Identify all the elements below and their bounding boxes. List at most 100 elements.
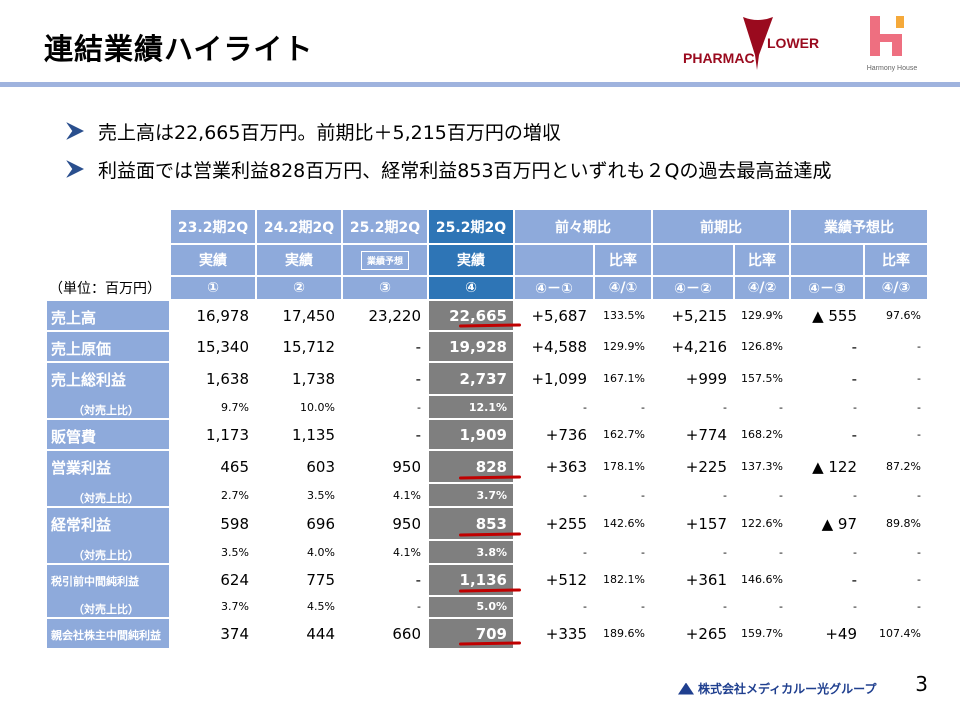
column-marker: ④－②: [651, 275, 735, 301]
table-cell: 129.9%: [733, 299, 791, 332]
table-cell: 22,665: [427, 299, 515, 332]
table-cell: 1,173: [169, 418, 257, 451]
svg-text:PHARMAC: PHARMAC: [683, 50, 755, 66]
table-cell: 950: [341, 505, 429, 542]
table-cell: 15,712: [255, 330, 343, 363]
table-cell: 1,136: [427, 563, 515, 597]
table-cell: -: [341, 563, 429, 597]
table-cell: 2.7%: [169, 482, 257, 508]
table-subrow: 3.5% 4.0% 4.1% 3.8% - - - - - -: [46, 539, 929, 565]
table-cell: 162.7%: [593, 418, 653, 451]
forecast-badge: 業績予想: [360, 250, 409, 270]
table-cell: 5.0%: [427, 594, 515, 620]
column-marker: ④/③: [863, 275, 929, 301]
table-cell: 828: [427, 448, 515, 485]
table-cell: -: [863, 563, 929, 597]
column-marker: ④/②: [733, 275, 791, 301]
table-cell: 3.5%: [255, 482, 343, 508]
table-cell: 133.5%: [593, 299, 653, 332]
row-label-text: 親会社株主中間純利益: [51, 629, 161, 642]
table-cell: 17,450: [255, 299, 343, 332]
row-label-text: 売上高: [51, 309, 97, 327]
period-header: 25.2期2Q: [341, 208, 429, 245]
company-mark-icon: [678, 682, 694, 695]
table-cell: -: [789, 539, 865, 565]
table-cell: 167.1%: [593, 360, 653, 397]
pharmac-flower-logo: PHARMAC LOWER: [683, 17, 819, 70]
table-cell: +999: [651, 360, 735, 397]
table-row: 経常利益 （対売上比） 598 696 950 853 +255 142.6% +157 122.…: [45, 505, 929, 565]
row-label: 経常利益 （対売上比）: [45, 506, 171, 565]
table-row: 親会社株主中間純利益 374 444 660 709 +335 189.6% +265 159.…: [45, 617, 929, 650]
table-cell: -: [651, 594, 735, 620]
table-cell: -: [341, 594, 429, 620]
table-cell: +736: [513, 418, 595, 451]
bullet-item: 売上高は22,665百万円。前期比＋5,215百万円の増収: [66, 112, 832, 150]
table-subrow: 2.7% 3.5% 4.1% 3.7% - - - - - -: [46, 482, 929, 508]
table-cell: 4.5%: [255, 594, 343, 620]
table-cell: +4,216: [651, 330, 735, 363]
table-row: 売上総利益 （対売上比） 1,638 1,738-2,737 +1,099 167.1% +…: [45, 360, 929, 420]
table-cell: 97.6%: [863, 299, 929, 332]
ratio-header: 比率: [593, 243, 653, 277]
table-row: 売上高 16,978 17,450 23,220 22,665 +5,687 133.5% +…: [45, 299, 929, 332]
table-cell: 598: [169, 505, 257, 542]
period-header: 25.2期2Q: [427, 208, 515, 245]
table-cell: 696: [255, 505, 343, 542]
row-label: 税引前中間純利益 （対売上比）: [45, 563, 171, 619]
table-cell: -: [593, 482, 653, 508]
table-cell: ▲ 122: [789, 448, 865, 485]
table-cell: +49: [789, 617, 865, 650]
table-cell: -: [789, 330, 865, 363]
ratio-header: 比率: [863, 243, 929, 277]
table-cell: -: [789, 563, 865, 597]
bullet-item: 利益面では営業利益828百万円、経常利益853百万円といずれも２Qの過去最高益達…: [66, 150, 832, 188]
table-cell: -: [789, 594, 865, 620]
table-cell: -: [733, 594, 791, 620]
table-cell: -: [789, 394, 865, 420]
table-cell: 775: [255, 563, 343, 597]
table-cell: 87.2%: [863, 448, 929, 485]
table-cell: 23,220: [341, 299, 429, 332]
table-cell: +774: [651, 418, 735, 451]
table-cell: 465: [169, 448, 257, 485]
summary-bullets: 売上高は22,665百万円。前期比＋5,215百万円の増収 利益面では営業利益8…: [66, 112, 832, 188]
unit-label: （単位：百万円）: [45, 275, 171, 301]
table-row: 営業利益 （対売上比） 465 603 950 828 +363 178.1% +225 137.…: [45, 448, 929, 508]
table-cell: 709: [427, 617, 515, 650]
table-cell: -: [513, 594, 595, 620]
table-cell: 157.5%: [733, 360, 791, 397]
table-cell: 122.6%: [733, 505, 791, 542]
row-label-text: 売上原価: [51, 340, 112, 358]
table-subrow: 9.7% 10.0% -12.1% - - - - - -: [46, 394, 929, 420]
table-cell: 1,909: [427, 418, 515, 451]
results-table: 23.2期2Q 24.2期2Q 25.2期2Q 25.2期2Q 前々期比 前期比…: [45, 208, 929, 650]
table-cell: 129.9%: [593, 330, 653, 363]
svg-text:Harmony House: Harmony House: [867, 65, 918, 72]
table-cell: 3.7%: [169, 594, 257, 620]
table-cell: +157: [651, 505, 735, 542]
table-cell: 19,928: [427, 330, 515, 363]
row-sublabel: （対売上比）: [73, 549, 139, 562]
table-cell: -: [863, 394, 929, 420]
table-cell: 1,638: [169, 360, 257, 397]
table-cell: -: [593, 394, 653, 420]
bullet-text: 利益面では営業利益828百万円、経常利益853百万円といずれも２Qの過去最高益達…: [98, 159, 832, 182]
table-cell: -: [733, 539, 791, 565]
table-cell: 374: [169, 617, 257, 650]
table-cell: -: [341, 418, 429, 451]
table-cell: 159.7%: [733, 617, 791, 650]
row-label: 営業利益 （対売上比）: [45, 449, 171, 508]
table-subrow: 3.7% 4.5% -5.0% - - - - - -: [46, 594, 929, 620]
table-cell: 142.6%: [593, 505, 653, 542]
table-cell: 3.7%: [427, 482, 515, 508]
row-sublabel: （対売上比）: [73, 492, 139, 505]
arrow-bullet-icon: [66, 122, 84, 140]
row-label-text: 売上総利益: [51, 371, 127, 389]
table-cell: +5,215: [651, 299, 735, 332]
table-cell: +225: [651, 448, 735, 485]
table-cell: -: [789, 482, 865, 508]
column-marker: ①: [169, 275, 257, 301]
table-cell: -: [733, 482, 791, 508]
row-label: 親会社株主中間純利益: [45, 617, 171, 650]
